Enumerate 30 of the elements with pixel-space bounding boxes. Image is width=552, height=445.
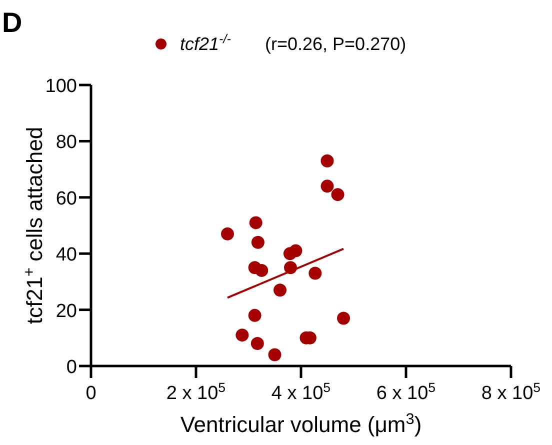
x-tick-label: 2 x 10$^{5}$ bbox=[166, 380, 226, 404]
x-tick-label: 4 x 10$^{5}$ bbox=[271, 380, 331, 404]
point bbox=[255, 264, 268, 277]
x-axis-title: Ventricular volume (μm$^{3}$) bbox=[180, 410, 422, 437]
text: D bbox=[2, 7, 22, 38]
point bbox=[289, 244, 302, 258]
x-tick-label: 6 x 10$^{5}$ bbox=[376, 380, 436, 404]
point bbox=[308, 266, 322, 280]
point bbox=[274, 284, 286, 297]
point bbox=[236, 328, 249, 342]
point bbox=[248, 308, 262, 322]
point bbox=[320, 180, 334, 193]
point bbox=[337, 312, 350, 325]
point bbox=[251, 236, 264, 249]
x-tick-label: 0 bbox=[86, 383, 96, 404]
y-tick-label: 80 bbox=[56, 132, 77, 154]
text: (r=0.26, P=0.270) bbox=[265, 34, 406, 54]
y-tick-label: 40 bbox=[56, 244, 77, 266]
point bbox=[268, 348, 282, 362]
point bbox=[250, 337, 264, 350]
x-tick-label: 8 x 10$^{5}$ bbox=[481, 380, 541, 404]
y-tick-label: 0 bbox=[66, 357, 77, 378]
point bbox=[221, 227, 234, 240]
point bbox=[249, 216, 262, 230]
y-tick-label: 20 bbox=[56, 300, 77, 322]
point bbox=[320, 154, 334, 168]
legend-label: tcf21$^{-/-}$ bbox=[180, 32, 231, 54]
y-tick-label: 60 bbox=[56, 188, 77, 210]
point bbox=[331, 188, 344, 202]
y-tick-label: 100 bbox=[45, 76, 77, 97]
